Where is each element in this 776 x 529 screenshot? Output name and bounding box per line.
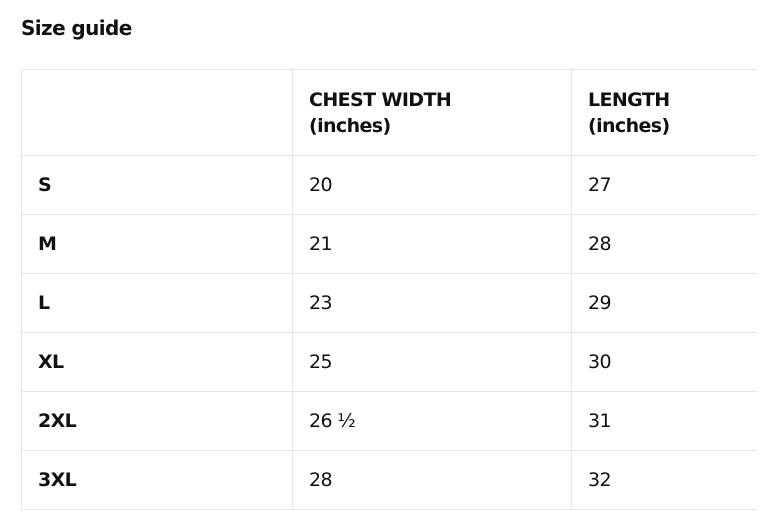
header-chest-width: CHEST WIDTH (inches) — [292, 69, 572, 156]
table-row: 2XL 26 ½ 31 — [21, 391, 757, 451]
page-title: Size guide — [21, 16, 132, 40]
chest-width-cell: 20 — [292, 155, 572, 215]
chest-width-cell: 28 — [292, 450, 572, 510]
size-cell: 2XL — [21, 391, 293, 451]
header-length: LENGTH (inches) — [571, 69, 757, 156]
length-cell: 29 — [571, 273, 757, 333]
header-label: LENGTH — [588, 88, 670, 111]
header-unit: (inches) — [309, 114, 391, 137]
length-cell: 31 — [571, 391, 757, 451]
size-cell: S — [21, 155, 293, 215]
header-unit: (inches) — [588, 114, 670, 137]
size-cell: L — [21, 273, 293, 333]
header-label: CHEST WIDTH — [309, 88, 452, 111]
length-cell: 28 — [571, 214, 757, 274]
header-size — [21, 69, 293, 156]
chest-width-cell: 23 — [292, 273, 572, 333]
table-row: L 23 29 — [21, 273, 757, 333]
table-row: 3XL 28 32 — [21, 450, 757, 510]
table-row: S 20 27 — [21, 155, 757, 215]
size-table: CHEST WIDTH (inches) LENGTH (inches) S 20 27… — [21, 69, 757, 510]
header-row: CHEST WIDTH (inches) LENGTH (inches) — [21, 69, 757, 156]
size-cell: XL — [21, 332, 293, 392]
size-cell: M — [21, 214, 293, 274]
length-cell: 30 — [571, 332, 757, 392]
chest-width-cell: 25 — [292, 332, 572, 392]
length-cell: 27 — [571, 155, 757, 215]
chest-width-cell: 21 — [292, 214, 572, 274]
size-cell: 3XL — [21, 450, 293, 510]
chest-width-cell: 26 ½ — [292, 391, 572, 451]
table-row: XL 25 30 — [21, 332, 757, 392]
length-cell: 32 — [571, 450, 757, 510]
table-row: M 21 28 — [21, 214, 757, 274]
